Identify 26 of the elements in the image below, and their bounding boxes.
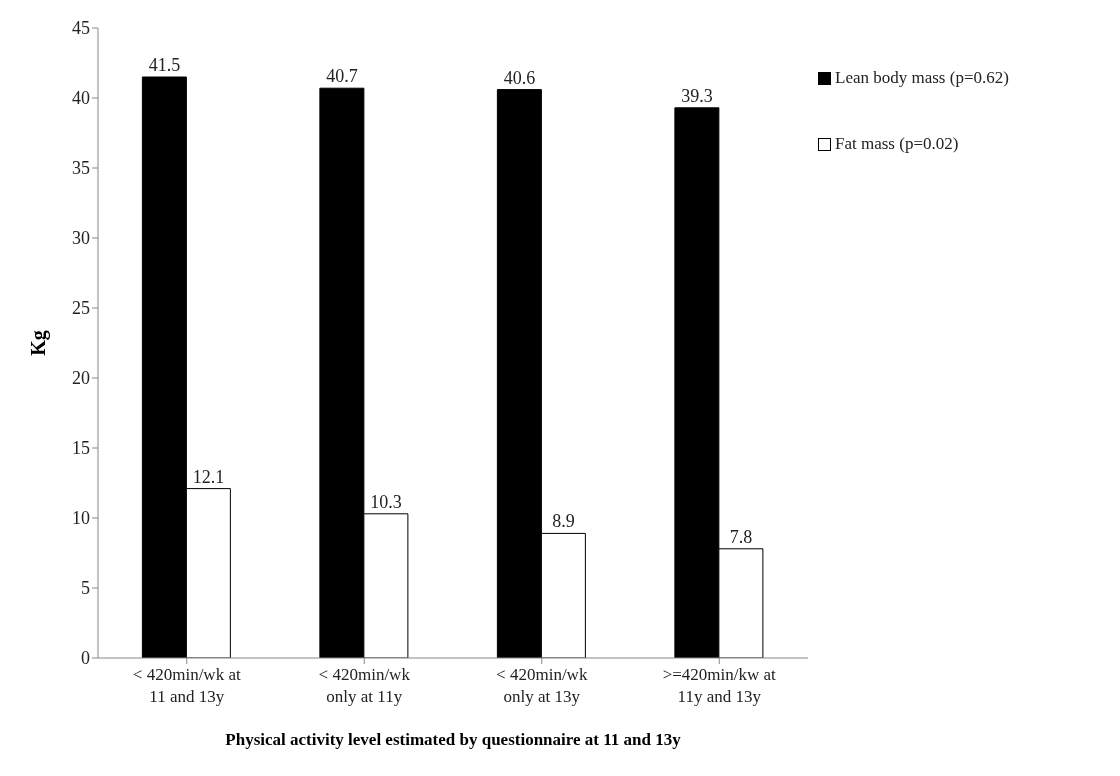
y-tick-label: 20 bbox=[72, 368, 90, 389]
y-tick-label: 10 bbox=[72, 508, 90, 529]
y-tick-label: 35 bbox=[72, 158, 90, 179]
data-label: 10.3 bbox=[370, 491, 402, 512]
data-label: 40.6 bbox=[503, 67, 536, 88]
y-tick-label: 25 bbox=[72, 298, 90, 319]
data-label: 12.1 bbox=[192, 466, 225, 487]
legend-label: Fat mass (p=0.02) bbox=[835, 134, 959, 154]
data-label: 7.8 bbox=[729, 526, 753, 547]
y-tick-label: 15 bbox=[72, 438, 90, 459]
x-axis-title: Physical activity level estimated by questionnaire at 11 and 13y bbox=[225, 730, 682, 750]
y-tick-label: 30 bbox=[72, 228, 90, 249]
y-tick-label: 5 bbox=[81, 578, 90, 599]
data-label: 41.5 bbox=[148, 55, 181, 75]
y-tick-label: 45 bbox=[72, 18, 90, 39]
x-tick-label: >=420min/kw at 11y and 13y bbox=[662, 665, 777, 706]
x-tick-label: < 420min/wk at 11 and 13y bbox=[132, 665, 241, 706]
x-tick-label: < 420min/wk only at 13y bbox=[496, 665, 588, 706]
x-tick-label: < 420min/wk only at 11y bbox=[318, 665, 411, 706]
data-label: 40.7 bbox=[326, 66, 358, 87]
data-label: 39.3 bbox=[681, 85, 713, 106]
y-axis-title: Kg bbox=[27, 330, 51, 356]
y-tick-label: 0 bbox=[81, 648, 90, 669]
legend-label: Lean body mass (p=0.62) bbox=[835, 68, 1009, 88]
data-label: 8.9 bbox=[552, 511, 575, 532]
y-tick-label: 40 bbox=[72, 88, 90, 109]
